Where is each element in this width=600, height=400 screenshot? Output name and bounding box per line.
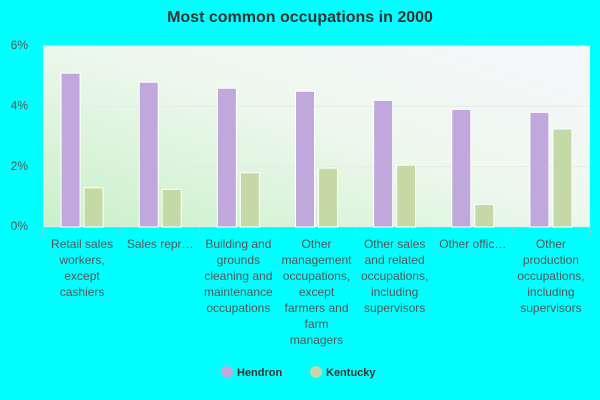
bar xyxy=(318,167,338,228)
x-tick-label: Other management occupations, except far… xyxy=(281,237,352,347)
x-tick-label: Retail sales workers, except cashiers xyxy=(51,237,114,299)
bar xyxy=(83,187,104,228)
bar xyxy=(216,87,237,228)
bar xyxy=(529,111,550,228)
bar xyxy=(396,164,417,228)
y-tick-label: 4% xyxy=(11,99,29,113)
y-tick-label: 0% xyxy=(11,219,29,233)
legend-label: Kentucky xyxy=(326,367,376,379)
bar xyxy=(138,81,159,228)
bar xyxy=(451,108,472,228)
chart-title: Most common occupations in 2000 xyxy=(167,9,433,26)
y-tick-label: 2% xyxy=(11,159,29,173)
y-tick-label: 6% xyxy=(11,38,29,52)
x-tick-label: Other production occupations, including … xyxy=(517,237,585,315)
x-tick-label: Building and grounds cleaning and mainte… xyxy=(203,237,273,315)
plot-background xyxy=(43,46,590,227)
bar xyxy=(295,90,315,228)
bar xyxy=(60,72,81,228)
legend-label: Hendron xyxy=(237,367,283,379)
bar xyxy=(373,99,394,228)
x-tick-label: Other sales and related occupations, inc… xyxy=(360,237,429,315)
bar xyxy=(239,172,260,228)
legend-marker xyxy=(310,366,322,378)
legend-marker xyxy=(221,366,233,378)
bar xyxy=(474,203,495,228)
bar xyxy=(161,188,182,228)
x-tick-label: Sales repr… xyxy=(126,237,194,251)
bar xyxy=(552,128,573,228)
x-tick-label: Other offic… xyxy=(439,237,507,251)
